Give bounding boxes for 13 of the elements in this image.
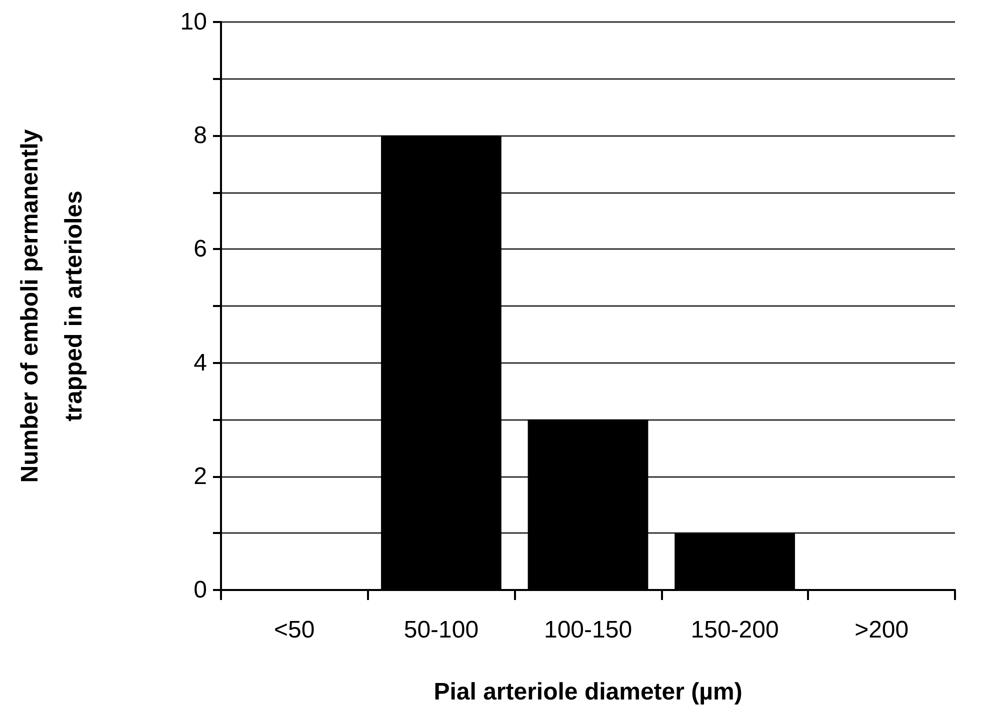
- x-tick-label: 150-200: [690, 616, 779, 644]
- y-tick-label: 10: [180, 8, 207, 36]
- y-axis-title: Number of emboli permanently trapped in arterioles: [16, 128, 88, 483]
- y-tick-label: 6: [194, 236, 207, 263]
- y-tick-label: 4: [194, 349, 207, 376]
- x-tick-label: >200: [854, 616, 909, 644]
- y-tick-label: 0: [194, 576, 207, 604]
- x-axis-title: Pial arteriole diameter (µm): [434, 678, 742, 706]
- y-tick-label: 8: [194, 122, 207, 150]
- x-tick-label: 100-150: [544, 616, 632, 644]
- x-tick-label: <50: [274, 616, 315, 644]
- x-tick-label: 50-100: [404, 616, 479, 644]
- y-tick-label: 2: [194, 462, 207, 490]
